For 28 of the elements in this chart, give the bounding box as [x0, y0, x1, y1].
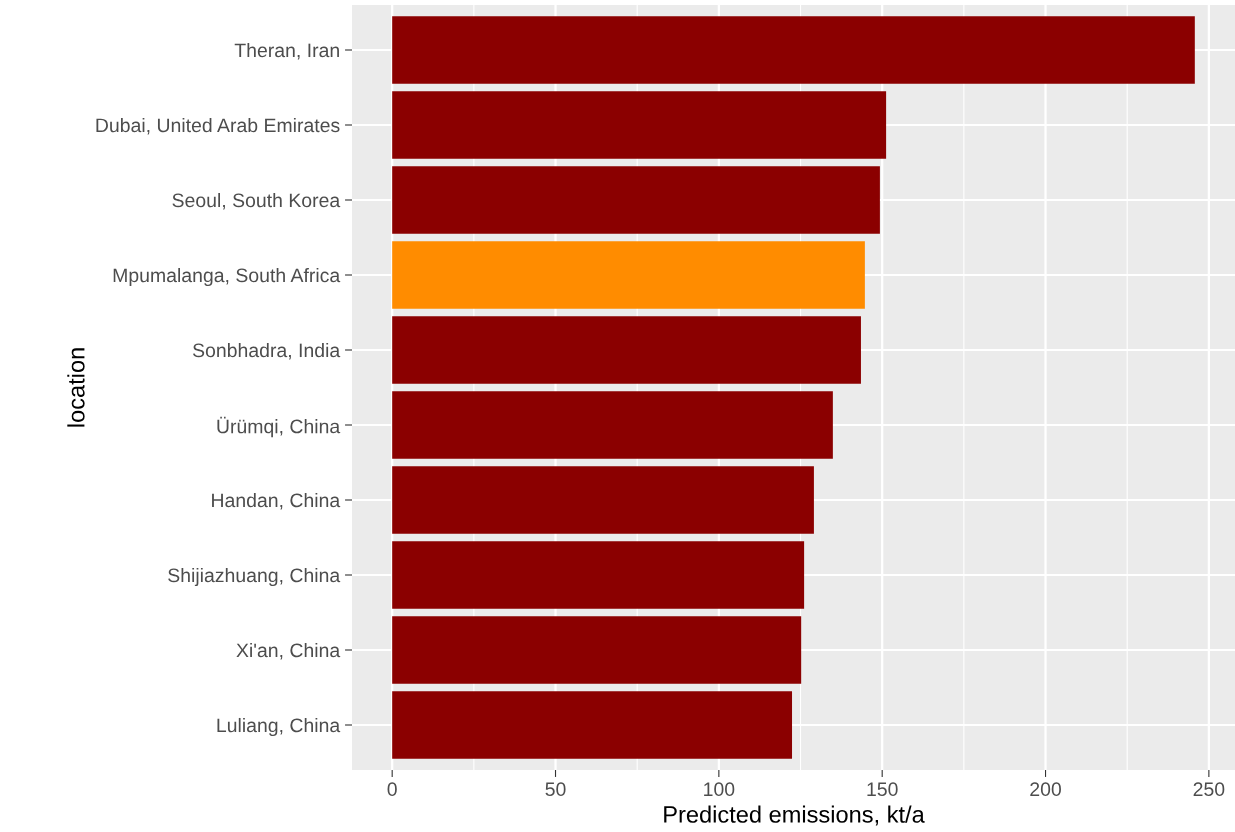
- x-tick-label: 0: [387, 782, 397, 797]
- y-tick-label: Theran, Iran: [234, 42, 339, 60]
- bar: [392, 16, 1195, 84]
- y-tick-label: Sonbhadra, India: [192, 342, 341, 360]
- bar: [392, 691, 793, 759]
- y-tick-label: Ürümqi, China: [217, 416, 341, 438]
- y-tick-label: Mpumalanga, South Africa: [113, 267, 341, 287]
- y-tick-label: Dubai, United Arab Emirates: [96, 117, 340, 135]
- x-tick-label: 200: [1030, 782, 1061, 797]
- x-tick-label: 100: [704, 782, 735, 797]
- y-tick-label: Shijiazhuang, China: [168, 567, 341, 587]
- x-tick-label: 50: [545, 782, 566, 797]
- bar: [392, 166, 880, 234]
- x-axis-title: Predicted emissions, kt/a: [664, 805, 925, 826]
- bar: [392, 616, 802, 684]
- y-axis-title: location: [67, 348, 85, 427]
- bar: [392, 241, 865, 309]
- bar: [392, 391, 833, 459]
- y-tick-label: Luliang, China: [217, 717, 341, 737]
- y-tick-label: Xi'an, China: [236, 642, 341, 660]
- bar: [392, 316, 861, 384]
- x-tick-label: 250: [1193, 782, 1225, 797]
- y-tick-label: Handan, China: [212, 492, 341, 510]
- x-tick-label: 150: [867, 782, 898, 797]
- bar: [392, 466, 814, 534]
- bar: [392, 91, 887, 159]
- bar: [392, 541, 805, 609]
- y-tick-label: Seoul, South Korea: [172, 192, 341, 210]
